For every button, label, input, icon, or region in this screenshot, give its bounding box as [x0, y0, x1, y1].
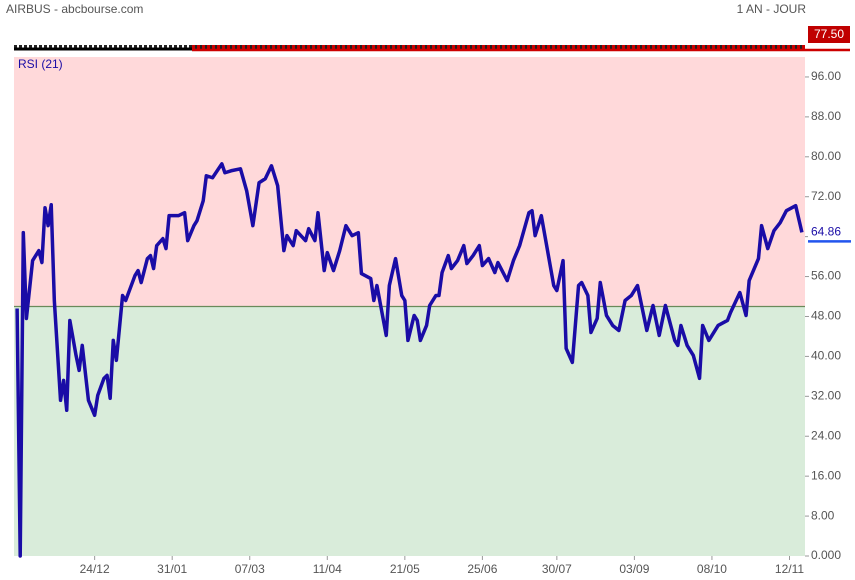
- last-value-box: [808, 224, 850, 241]
- x-tick-label: 25/06: [467, 562, 497, 576]
- y-tick-label: 48.00: [811, 309, 841, 323]
- y-tick-label: 40.00: [811, 349, 841, 363]
- y-tick-label: 16.00: [811, 468, 841, 482]
- y-tick-label: 0.000: [811, 548, 841, 562]
- y-tick-label: 72.00: [811, 189, 841, 203]
- x-tick-label: 24/12: [80, 562, 110, 576]
- x-tick-label: 31/01: [157, 562, 187, 576]
- lower-zone: [14, 306, 805, 556]
- price-badge: 77.50: [814, 27, 844, 41]
- last-value-label: 64.86: [811, 225, 841, 239]
- y-tick-label: 96.00: [811, 69, 841, 83]
- y-tick-label: 80.00: [811, 149, 841, 163]
- indicator-label: RSI (21): [18, 57, 63, 71]
- x-tick-label: 03/09: [619, 562, 649, 576]
- header-left: AIRBUS - abcbourse.com: [6, 2, 143, 16]
- x-tick-label: 11/04: [313, 562, 342, 576]
- y-tick-label: 32.00: [811, 388, 841, 402]
- y-tick-label: 8.00: [811, 508, 835, 522]
- y-tick-label: 24.00: [811, 428, 841, 442]
- rsi-line: [15, 162, 804, 558]
- x-tick-label: 21/05: [390, 562, 420, 576]
- upper-zone: [14, 57, 805, 307]
- x-tick-label: 08/10: [697, 562, 727, 576]
- price-badge-box: [808, 26, 850, 43]
- x-tick-label: 07/03: [235, 562, 265, 576]
- header-right: 1 AN - JOUR: [737, 2, 807, 16]
- x-tick-label: 30/07: [542, 562, 572, 576]
- x-tick-label: 12/11: [775, 562, 804, 576]
- y-tick-label: 56.00: [811, 269, 841, 283]
- y-tick-label: 88.00: [811, 109, 841, 123]
